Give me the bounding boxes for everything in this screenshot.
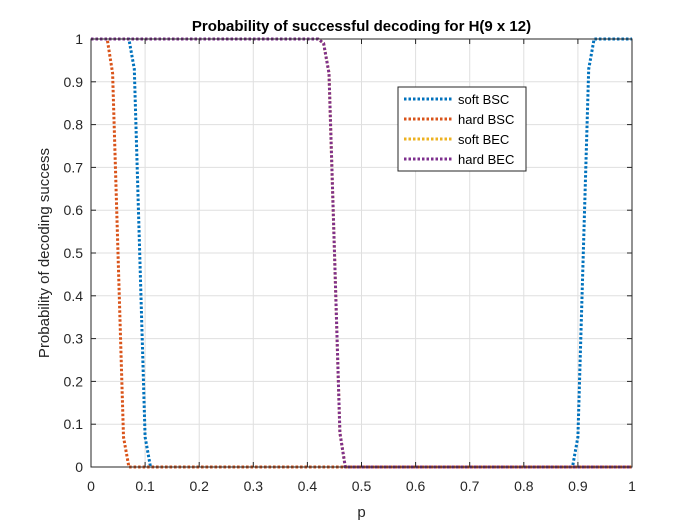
y-tick-label: 0.3 bbox=[64, 331, 84, 347]
y-axis-ticks: 0 0.1 0.2 0.3 0.4 0.5 0.6 0.7 0.8 0.9 1 bbox=[64, 31, 632, 475]
y-axis-label: Probability of decoding success bbox=[36, 148, 53, 358]
legend-label-hard-bsc: hard BSC bbox=[458, 112, 514, 127]
legend-label-soft-bec: soft BEC bbox=[458, 132, 509, 147]
x-tick-label: 0.4 bbox=[298, 478, 318, 494]
legend-box bbox=[397, 86, 527, 172]
x-tick-label: 0.9 bbox=[568, 478, 588, 494]
legend: soft BSC hard BSC soft BEC hard BEC bbox=[397, 86, 527, 172]
y-tick-label: 0.4 bbox=[64, 288, 84, 304]
x-tick-label: 0.8 bbox=[514, 478, 534, 494]
series-line-hard-bsc bbox=[91, 37, 632, 469]
y-tick-label: 0.6 bbox=[64, 202, 84, 218]
chart-title: Probability of successful decoding for H… bbox=[192, 18, 531, 35]
x-tick-label: 1 bbox=[628, 478, 636, 494]
x-tick-label: 0.3 bbox=[244, 478, 264, 494]
y-tick-label: 0.7 bbox=[64, 159, 84, 175]
x-axis-label: p bbox=[357, 504, 365, 521]
y-tick-label: 0.9 bbox=[64, 74, 84, 90]
y-tick-label: 0.8 bbox=[64, 117, 84, 133]
y-tick-label: 1 bbox=[75, 31, 83, 47]
y-tick-label: 0 bbox=[75, 459, 83, 475]
series-line-hard-bec bbox=[91, 37, 632, 469]
legend-label-soft-bsc: soft BSC bbox=[458, 92, 509, 107]
x-tick-label: 0.7 bbox=[460, 478, 480, 494]
x-tick-label: 0 bbox=[87, 478, 95, 494]
x-tick-label: 0.1 bbox=[135, 478, 155, 494]
legend-label-hard-bec: hard BEC bbox=[458, 152, 514, 167]
x-tick-label: 0.2 bbox=[189, 478, 209, 494]
y-tick-label: 0.5 bbox=[64, 245, 84, 261]
x-tick-label: 0.6 bbox=[406, 478, 426, 494]
x-tick-label: 0.5 bbox=[352, 478, 372, 494]
x-axis-ticks: 0 0.1 0.2 0.3 0.4 0.5 0.6 0.7 0.8 0.9 1 bbox=[87, 39, 636, 494]
y-tick-label: 0.1 bbox=[64, 416, 84, 432]
y-tick-label: 0.2 bbox=[64, 373, 84, 389]
